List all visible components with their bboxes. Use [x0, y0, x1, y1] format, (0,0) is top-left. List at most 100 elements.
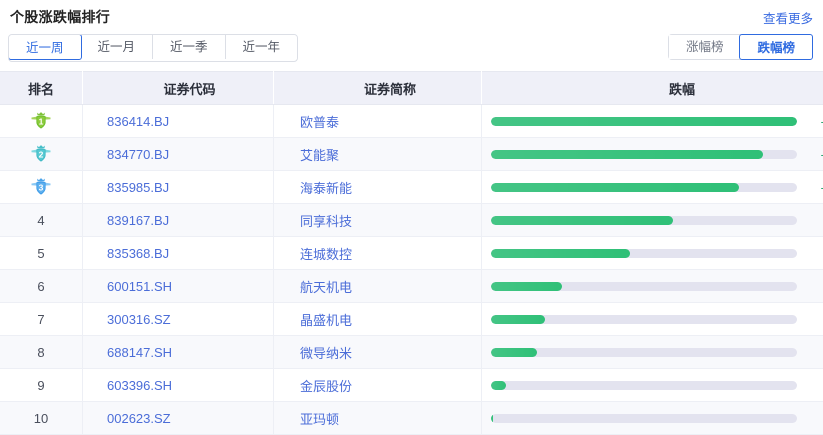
cell-code: 839167.BJ — [83, 204, 274, 237]
cell-name: 连城数控 — [274, 237, 482, 270]
period-tab-quarter[interactable]: 近一季 — [153, 35, 226, 59]
period-tab-year[interactable]: 近一年 — [226, 35, 298, 59]
ranking-table: 排名 证券代码 证券简称 跌幅 1836414.BJ欧普泰-18.68%2834… — [0, 71, 823, 435]
security-code-link[interactable]: 600151.SH — [107, 279, 172, 294]
decline-bar-wrap: -0.04% — [483, 403, 823, 433]
security-code-link[interactable]: 688147.SH — [107, 345, 172, 360]
table-body: 1836414.BJ欧普泰-18.68%2834770.BJ艾能聚-16.59%… — [0, 105, 823, 435]
cell-decline: -0.04% — [482, 402, 823, 435]
decline-value: -8.46% — [807, 246, 823, 261]
rank-number: 5 — [37, 246, 44, 261]
security-code-link[interactable]: 835368.BJ — [107, 246, 169, 261]
cell-rank: 8 — [0, 336, 83, 369]
table-row[interactable]: 1 836414.BJ 欧普泰 -18.68% — [0, 105, 823, 138]
cell-rank: 9 — [0, 369, 83, 402]
rank-number: 10 — [34, 411, 48, 426]
cell-decline: -8.46% — [482, 237, 823, 270]
table-row[interactable]: 3 835985.BJ 海泰新能 -15.14% — [0, 171, 823, 204]
decline-bar-fill — [491, 249, 630, 258]
decline-bar-wrap: -11.11% — [483, 205, 823, 235]
cell-name: 金辰股份 — [274, 369, 482, 402]
period-tab-week[interactable]: 近一周 — [8, 34, 82, 60]
decline-bar-wrap: -4.35% — [483, 271, 823, 301]
table-header-row: 排名 证券代码 证券简称 跌幅 — [0, 72, 823, 105]
decline-bar-track — [491, 216, 797, 225]
svg-text:1: 1 — [39, 116, 44, 126]
decline-bar-fill — [491, 183, 739, 192]
column-header-rank: 排名 — [0, 72, 83, 105]
security-code-link[interactable]: 300316.SZ — [107, 312, 171, 327]
security-code-link[interactable]: 839167.BJ — [107, 213, 169, 228]
cell-code: 834770.BJ — [83, 138, 274, 171]
security-code-link[interactable]: 835985.BJ — [107, 180, 169, 195]
table-row[interactable]: 5 835368.BJ 连城数控 -8.46% — [0, 237, 823, 270]
security-name-link[interactable]: 航天机电 — [300, 280, 352, 295]
cell-decline: -2.79% — [482, 336, 823, 369]
cell-name: 航天机电 — [274, 270, 482, 303]
period-tab-month[interactable]: 近一月 — [81, 35, 154, 59]
decline-value: -2.79% — [807, 345, 823, 360]
security-name-link[interactable]: 亚玛顿 — [300, 412, 339, 427]
decline-bar-wrap: -8.46% — [483, 238, 823, 268]
table-row[interactable]: 4 839167.BJ 同享科技 -11.11% — [0, 204, 823, 237]
security-code-link[interactable]: 603396.SH — [107, 378, 172, 393]
security-name-link[interactable]: 海泰新能 — [300, 181, 352, 196]
table-row[interactable]: 6 600151.SH 航天机电 -4.35% — [0, 270, 823, 303]
decline-bar-wrap: -0.94% — [483, 370, 823, 400]
decline-bar-fill — [491, 216, 673, 225]
cell-name: 海泰新能 — [274, 171, 482, 204]
decline-bar-fill — [491, 414, 493, 423]
stock-ranking-panel: 个股涨跌幅排行 查看更多 近一周 近一月 近一季 近一年 涨幅榜 跌幅榜 排名 … — [0, 0, 823, 417]
security-name-link[interactable]: 同享科技 — [300, 214, 352, 229]
table-header: 排名 证券代码 证券简称 跌幅 — [0, 72, 823, 105]
table-row[interactable]: 9 603396.SH 金辰股份 -0.94% — [0, 369, 823, 402]
panel-header: 个股涨跌幅排行 查看更多 — [0, 0, 823, 30]
security-code-link[interactable]: 002623.SZ — [107, 411, 171, 426]
cell-code: 836414.BJ — [83, 105, 274, 138]
column-header-code: 证券代码 — [83, 72, 274, 105]
security-code-link[interactable]: 834770.BJ — [107, 147, 169, 162]
decline-value: -3.29% — [807, 312, 823, 327]
decline-bar-fill — [491, 348, 537, 357]
table-row[interactable]: 10 002623.SZ 亚玛顿 -0.04% — [0, 402, 823, 435]
cell-rank: 6 — [0, 270, 83, 303]
cell-decline: -3.29% — [482, 303, 823, 336]
decline-bar-track — [491, 150, 797, 159]
cell-decline: -15.14% — [482, 171, 823, 204]
medal-bronze-icon: 3 — [30, 176, 52, 198]
security-code-link[interactable]: 836414.BJ — [107, 114, 169, 129]
decline-bar-fill — [491, 117, 797, 126]
decline-bar-fill — [491, 381, 506, 390]
cell-name: 晶盛机电 — [274, 303, 482, 336]
cell-decline: -18.68% — [482, 105, 823, 138]
cell-name: 欧普泰 — [274, 105, 482, 138]
direction-toggle-group[interactable]: 涨幅榜 跌幅榜 — [668, 34, 813, 60]
toggle-gainers[interactable]: 涨幅榜 — [669, 35, 741, 59]
table-row[interactable]: 8 688147.SH 微导纳米 -2.79% — [0, 336, 823, 369]
rank-number: 4 — [37, 213, 44, 228]
view-more-link[interactable]: 查看更多 — [763, 8, 813, 27]
security-name-link[interactable]: 连城数控 — [300, 247, 352, 262]
cell-code: 688147.SH — [83, 336, 274, 369]
svg-text:3: 3 — [39, 182, 44, 192]
security-name-link[interactable]: 微导纳米 — [300, 346, 352, 361]
security-name-link[interactable]: 艾能聚 — [300, 148, 339, 163]
decline-bar-track — [491, 282, 797, 291]
cell-decline: -4.35% — [482, 270, 823, 303]
decline-value: -4.35% — [807, 279, 823, 294]
security-name-link[interactable]: 金辰股份 — [300, 379, 352, 394]
decline-bar-track — [491, 315, 797, 324]
decline-bar-wrap: -2.79% — [483, 337, 823, 367]
security-name-link[interactable]: 欧普泰 — [300, 115, 339, 130]
security-name-link[interactable]: 晶盛机电 — [300, 313, 352, 328]
toggle-losers[interactable]: 跌幅榜 — [739, 34, 813, 60]
cell-code: 835368.BJ — [83, 237, 274, 270]
decline-bar-wrap: -16.59% — [483, 139, 823, 169]
page-title: 个股涨跌幅排行 — [10, 7, 110, 27]
decline-value: -18.68% — [807, 114, 823, 129]
decline-value: -15.14% — [807, 180, 823, 195]
period-tab-group[interactable]: 近一周 近一月 近一季 近一年 — [8, 34, 298, 62]
cell-name: 亚玛顿 — [274, 402, 482, 435]
